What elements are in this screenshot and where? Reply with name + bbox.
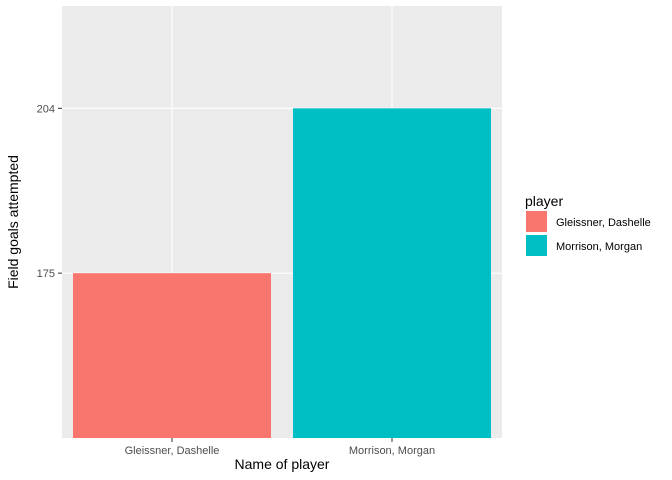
legend-label: Morrison, Morgan — [556, 241, 642, 253]
x-tick-label: Gleissner, Dashelle — [125, 445, 220, 457]
y-tick-label: 204 — [37, 103, 55, 115]
x-axis: Gleissner, Dashelle Morrison, Morgan — [125, 438, 435, 457]
y-axis-title: Field goals attempted — [5, 155, 21, 289]
y-tick-label: 175 — [37, 268, 55, 280]
bars — [73, 108, 491, 438]
legend-swatch — [526, 211, 547, 232]
legend-label: Gleissner, Dashelle — [556, 217, 651, 229]
y-axis: 175 204 — [37, 103, 62, 280]
bar — [73, 273, 271, 438]
legend: player Gleissner, Dashelle Morrison, Morg… — [525, 193, 651, 256]
x-tick-label: Morrison, Morgan — [349, 445, 435, 457]
legend-title: player — [525, 193, 563, 209]
legend-swatch — [526, 235, 547, 256]
x-axis-title: Name of player — [235, 456, 330, 472]
bar — [293, 108, 491, 438]
